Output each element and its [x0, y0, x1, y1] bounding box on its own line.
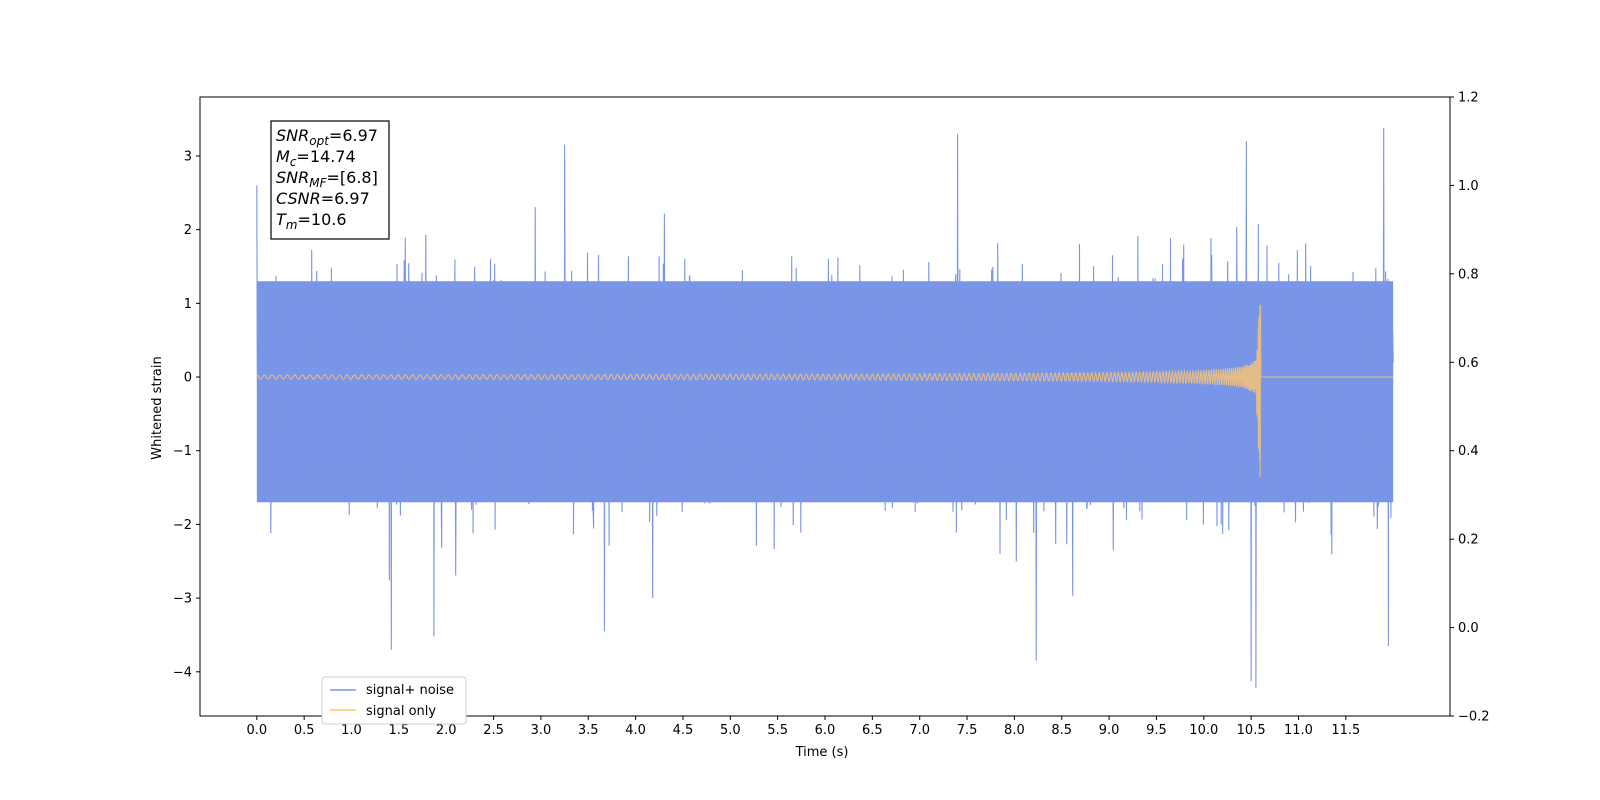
y-tick-label: 1	[184, 297, 192, 312]
y-tick-label: 3	[184, 149, 192, 164]
x-axis-label: Time (s)	[795, 745, 849, 760]
y2-tick-label: 0.0	[1458, 621, 1479, 636]
y-tick-label: −2	[173, 518, 192, 533]
y2-tick-label: 1.2	[1458, 91, 1479, 106]
x-tick-label: 0.0	[246, 723, 267, 738]
x-tick-label: 10.0	[1189, 723, 1218, 738]
x-tick-label: 1.0	[341, 723, 362, 738]
y-tick-label: −1	[173, 444, 192, 459]
y-axis-left: 3 2 1 0 −1 −2 −3 −4	[173, 149, 200, 680]
x-tick-label: 0.5	[294, 723, 315, 738]
x-axis: 0.0 0.5 1.0 1.5 2.0 2.5 3.0 3.5 4.0 4.5 5.0 5.5 6.0 6…	[246, 716, 1360, 738]
legend-label-noise: signal+ noise	[366, 683, 454, 698]
y2-tick-label: 0.8	[1458, 267, 1479, 282]
x-tick-label: 10.5	[1237, 723, 1266, 738]
legend-label-signal: signal only	[366, 704, 436, 719]
x-tick-label: 1.5	[389, 723, 410, 738]
y2-tick-label: −0.2	[1458, 710, 1490, 725]
x-tick-label: 4.0	[625, 723, 646, 738]
x-tick-label: 9.5	[1146, 723, 1167, 738]
signal-only-line	[256, 304, 1394, 477]
x-tick-label: 11.5	[1331, 723, 1360, 738]
x-tick-label: 5.0	[720, 723, 741, 738]
x-tick-label: 5.5	[767, 723, 788, 738]
x-tick-label: 6.0	[815, 723, 836, 738]
signal-noise-line	[256, 127, 1394, 689]
x-tick-label: 8.0	[1004, 723, 1025, 738]
y2-tick-label: 1.0	[1458, 179, 1479, 194]
y-tick-label: 0	[184, 371, 192, 386]
x-tick-label: 7.5	[957, 723, 978, 738]
annotation-line: CSNR=6.97	[276, 189, 370, 208]
y-axis-right: 1.2 1.0 0.8 0.6 0.4 0.2 0.0 −0.2	[1450, 91, 1490, 725]
x-tick-label: 4.5	[673, 723, 694, 738]
x-tick-label: 2.0	[436, 723, 457, 738]
x-tick-label: 9.0	[1099, 723, 1120, 738]
annotation-line: SNRMF=[6.8]	[276, 168, 378, 190]
annotation-line: Mc=14.74	[276, 147, 356, 169]
x-tick-label: 11.0	[1284, 723, 1313, 738]
x-tick-label: 3.0	[531, 723, 552, 738]
signal-only-series	[256, 304, 1394, 477]
annotation-line: Tm=10.6	[276, 210, 347, 232]
x-tick-label: 2.5	[483, 723, 504, 738]
annotation-line: SNRopt=6.97	[276, 126, 378, 148]
y2-tick-label: 0.2	[1458, 533, 1479, 548]
y2-tick-label: 0.6	[1458, 356, 1479, 371]
x-tick-label: 3.5	[578, 723, 599, 738]
signal-noise-series	[256, 127, 1394, 689]
x-tick-label: 6.5	[862, 723, 883, 738]
x-tick-label: 7.0	[909, 723, 930, 738]
y-tick-label: 2	[184, 223, 192, 238]
x-tick-label: 8.5	[1051, 723, 1072, 738]
legend: signal+ noise signal only	[321, 676, 467, 725]
y2-tick-label: 0.4	[1458, 444, 1479, 459]
y-tick-label: −4	[173, 665, 192, 680]
y-axis-label: Whitened strain	[150, 356, 165, 459]
y-tick-label: −3	[173, 592, 192, 607]
